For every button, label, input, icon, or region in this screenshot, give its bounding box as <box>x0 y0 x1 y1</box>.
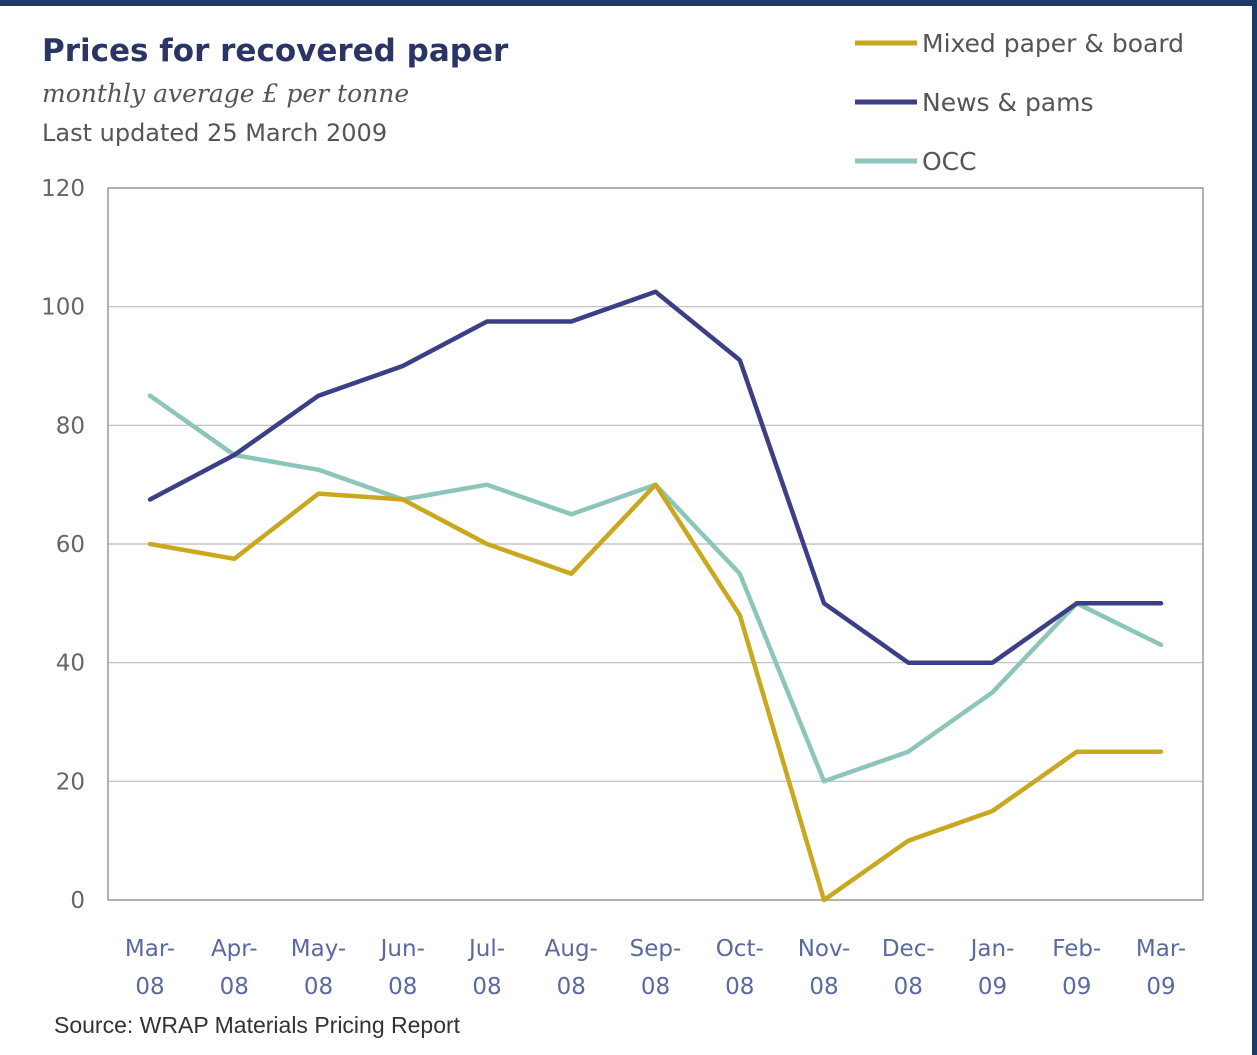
x-tick-label-month: Apr- <box>211 936 258 962</box>
chart-title: Prices for recovered paper <box>42 33 509 69</box>
plot-border <box>107 187 1204 901</box>
y-axis-ticks: 0 20 40 60 80 100 120 <box>41 176 85 914</box>
x-tick-label-month: Feb- <box>1052 936 1101 962</box>
y-tick-label: 40 <box>56 651 85 677</box>
x-tick-label-month: Mar- <box>125 936 175 962</box>
x-tick-label-year: 08 <box>472 974 501 1000</box>
gridlines <box>108 306 1203 782</box>
x-axis-ticks: Mar- 08 Apr- 08 May- 08 Jun- 08 Jul- 08 Aug- 08 Sep-… <box>125 936 1186 1000</box>
y-tick-label: 100 <box>41 295 85 321</box>
legend-label: Mixed paper & board <box>922 29 1184 58</box>
x-tick-label-month: Sep- <box>630 936 682 962</box>
x-tick-label-year: 08 <box>725 974 754 1000</box>
source-note: Source: WRAP Materials Pricing Report <box>54 1012 461 1038</box>
top-border <box>0 0 1257 6</box>
x-tick-label-year: 09 <box>1062 974 1091 1000</box>
y-tick-label: 120 <box>41 176 85 202</box>
x-tick-label-month: May- <box>291 936 346 962</box>
x-tick-label-month: Aug- <box>545 936 598 962</box>
legend: Mixed paper & board News & pams OCC <box>855 29 1184 176</box>
x-tick-label-year: 08 <box>304 974 333 1000</box>
chart-subtitle: monthly average £ per tonne <box>42 79 409 108</box>
x-tick-label-year: 09 <box>978 974 1007 1000</box>
y-tick-label: 60 <box>56 532 85 558</box>
x-tick-label-year: 08 <box>894 974 923 1000</box>
series-line-news-pams <box>147 289 1164 665</box>
series-line-occ <box>147 393 1164 784</box>
x-tick-label-year: 08 <box>388 974 417 1000</box>
x-tick-label-year: 08 <box>135 974 164 1000</box>
x-tick-label-year: 08 <box>557 974 586 1000</box>
x-tick-label-year: 08 <box>220 974 249 1000</box>
x-tick-label-month: Jun- <box>379 936 425 962</box>
x-tick-label-year: 08 <box>641 974 670 1000</box>
legend-label: News & pams <box>922 88 1094 117</box>
x-tick-label-month: Jan- <box>969 936 1015 962</box>
x-tick-label-month: Nov- <box>798 936 851 962</box>
x-tick-label-year: 09 <box>1146 974 1175 1000</box>
last-updated: Last updated 25 March 2009 <box>42 119 387 147</box>
x-tick-label-month: Jul- <box>467 936 505 962</box>
y-tick-label: 0 <box>70 888 85 914</box>
legend-label: OCC <box>922 147 977 176</box>
series-line-mixed-paper-board <box>147 482 1164 903</box>
x-tick-label-month: Mar- <box>1136 936 1186 962</box>
right-border <box>1252 0 1257 1055</box>
x-tick-label-month: Oct- <box>716 936 764 962</box>
y-tick-label: 80 <box>56 413 85 439</box>
x-tick-label-month: Dec- <box>882 936 935 962</box>
x-tick-label-year: 08 <box>809 974 838 1000</box>
y-tick-label: 20 <box>56 769 85 795</box>
series-lines <box>147 289 1164 903</box>
